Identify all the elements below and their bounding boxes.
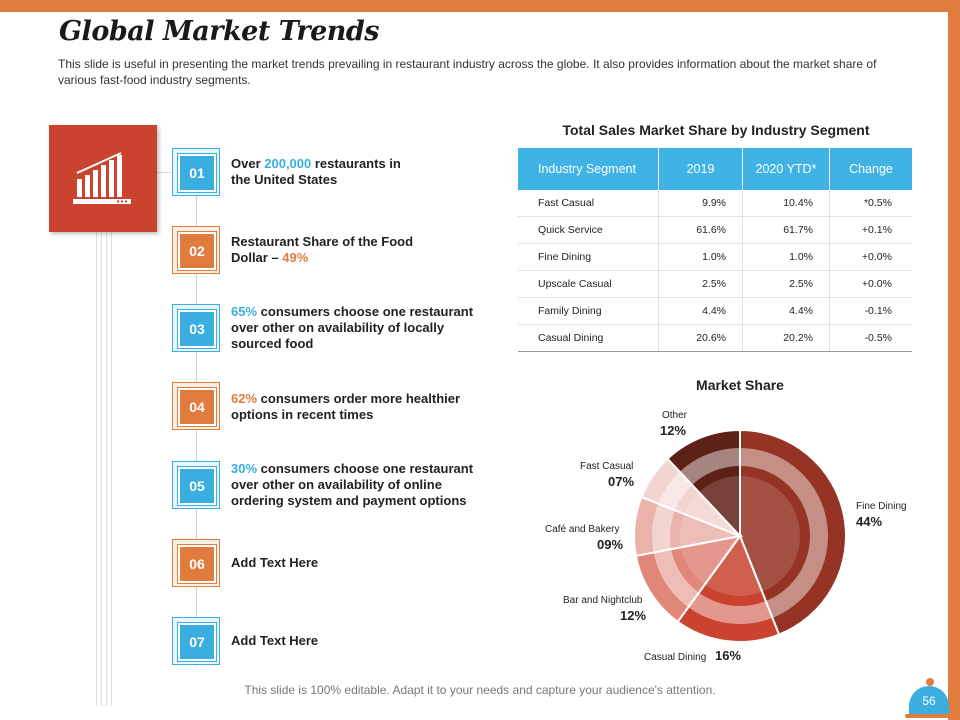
cell-change: *0.5% <box>829 190 912 217</box>
cell-segment: Casual Dining <box>518 324 659 352</box>
cell-segment: Upscale Casual <box>518 270 659 298</box>
timeline-decor-line <box>111 232 112 706</box>
table-header-row: Industry Segment 2019 2020 YTD* Change <box>518 148 912 190</box>
step-text-05: 30% consumers choose one restaurant over… <box>231 461 474 508</box>
cell-segment: Fast Casual <box>518 190 659 217</box>
cell-2020: 1.0% <box>742 243 830 271</box>
step-text-07: Add Text Here <box>231 633 319 648</box>
cell-2019: 4.4% <box>658 297 743 325</box>
footer-note: This slide is 100% editable. Adapt it to… <box>244 683 716 697</box>
cell-segment: Quick Service <box>518 216 659 244</box>
step-text-04: 62% consumers order more healthier optio… <box>231 391 461 422</box>
cell-change: +0.0% <box>829 243 912 271</box>
pie-slice-casual-dining <box>676 533 781 643</box>
slide-title: Global Market Trends <box>59 16 379 47</box>
cell-segment: Family Dining <box>518 297 659 325</box>
pie-label-bar-nightclub: Bar and Nightclub <box>563 595 643 606</box>
cell-2019: 1.0% <box>658 243 743 271</box>
table-row: Upscale Casual 2.5% 2.5% +0.0% <box>518 270 912 298</box>
pie-slice-bar-and-nightclub <box>634 534 743 624</box>
growth-chart-icon-box <box>49 125 157 232</box>
cell-2019: 20.6% <box>658 324 743 352</box>
page-number: 56 <box>909 686 949 716</box>
segment-share-table: Industry Segment 2019 2020 YTD* Change F… <box>518 148 912 352</box>
pie-label-other: Other <box>662 410 688 421</box>
pie-value-fast-casual: 07% <box>608 474 635 489</box>
cell-change: +0.1% <box>829 216 912 244</box>
page-badge-base <box>905 714 953 718</box>
table-row: Fine Dining 1.0% 1.0% +0.0% <box>518 243 912 271</box>
pie-label-fast-casual: Fast Casual <box>580 461 634 472</box>
top-frame-bar <box>0 0 960 12</box>
step-badge-06: 06 <box>172 539 220 587</box>
pie-label-casual-dining: Casual Dining <box>644 652 707 663</box>
table-row: Quick Service 61.6% 61.7% +0.1% <box>518 216 912 244</box>
table-row: Family Dining 4.4% 4.4% -0.1% <box>518 297 912 325</box>
step-badge-05: 05 <box>172 461 220 509</box>
pie-decor-ring <box>652 448 828 624</box>
market-share-pie-chart <box>633 428 847 643</box>
cell-segment: Fine Dining <box>518 243 659 271</box>
pie-value-other: 12% <box>660 423 687 438</box>
step-badge-02: 02 <box>172 226 220 274</box>
cell-2020: 20.2% <box>742 324 830 352</box>
cell-2019: 61.6% <box>658 216 743 244</box>
right-frame-bar <box>948 0 960 720</box>
col-header-2019: 2019 <box>658 148 743 190</box>
cell-change: -0.5% <box>829 324 912 352</box>
step-number: 02 <box>177 231 217 271</box>
pie-slice-fine-dining <box>739 428 847 636</box>
cell-2019: 2.5% <box>658 270 743 298</box>
timeline-connector <box>157 172 173 173</box>
step-badge-04: 04 <box>172 382 220 430</box>
pie-label-cafe-bakery: Café and Bakery <box>545 524 620 535</box>
step-number: 05 <box>177 466 217 506</box>
cell-change: -0.1% <box>829 297 912 325</box>
pie-value-bar-nightclub: 12% <box>620 608 647 623</box>
col-header-2020: 2020 YTD* <box>742 148 830 190</box>
table-title: Total Sales Market Share by Industry Seg… <box>562 122 870 138</box>
step-text-03: 65% consumers choose one restaurant over… <box>231 304 474 351</box>
step-number: 04 <box>177 387 217 427</box>
table-row: Casual Dining 20.6% 20.2% -0.5% <box>518 324 912 352</box>
col-header-change: Change <box>829 148 912 190</box>
page-badge-cap <box>926 678 934 686</box>
step-number: 06 <box>177 544 217 584</box>
step-text-02: Restaurant Share of the Food Dollar – 49… <box>231 234 414 265</box>
cell-2020: 10.4% <box>742 190 830 217</box>
step-number: 03 <box>177 309 217 349</box>
pie-decor-inner <box>680 476 800 596</box>
pie-label-fine-dining: Fine Dining <box>856 501 907 512</box>
pie-slice-other <box>666 428 741 539</box>
timeline-decor-line <box>96 232 97 706</box>
step-number: 07 <box>177 622 217 662</box>
timeline-decor-line <box>101 232 102 706</box>
step-badge-01: 01 <box>172 148 220 196</box>
pie-value-casual-dining: 16% <box>715 648 742 663</box>
cell-2020: 2.5% <box>742 270 830 298</box>
pie-value-fine-dining: 44% <box>856 514 883 529</box>
cell-2020: 61.7% <box>742 216 830 244</box>
table-row: Fast Casual 9.9% 10.4% *0.5% <box>518 190 912 217</box>
step-badge-07: 07 <box>172 617 220 665</box>
pie-chart-title: Market Share <box>696 377 784 393</box>
step-badge-03: 03 <box>172 304 220 352</box>
pie-value-cafe-bakery: 09% <box>597 537 624 552</box>
timeline-decor-line <box>106 232 107 706</box>
col-header-segment: Industry Segment <box>518 148 659 190</box>
bar-growth-icon <box>73 152 131 204</box>
cell-change: +0.0% <box>829 270 912 298</box>
step-number: 01 <box>177 153 217 193</box>
slide-subtitle: This slide is useful in presenting the m… <box>58 57 877 87</box>
cell-2019: 9.9% <box>658 190 743 217</box>
step-text-06: Add Text Here <box>231 555 319 570</box>
timeline-spine <box>196 196 197 666</box>
step-text-01: Over 200,000 restaurants in the United S… <box>231 156 401 187</box>
cell-2020: 4.4% <box>742 297 830 325</box>
